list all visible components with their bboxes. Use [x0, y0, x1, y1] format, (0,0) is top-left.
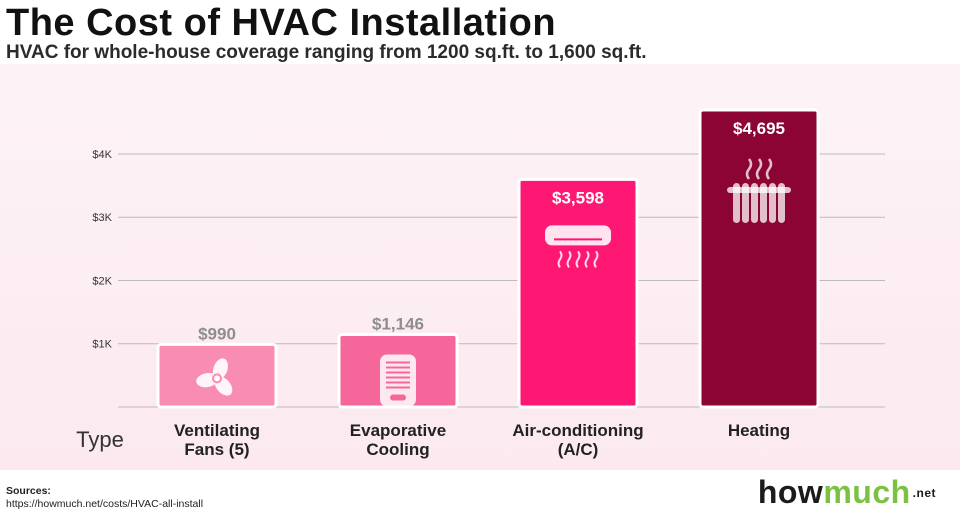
airflow-line	[584, 250, 590, 268]
logo-much: much	[823, 474, 911, 510]
radiator-fin	[760, 183, 767, 223]
y-tick-label: $2K	[92, 275, 112, 287]
x-tick-label-line: Fans (5)	[184, 440, 249, 459]
heat-wave	[755, 158, 763, 180]
x-axis-title: Type	[76, 427, 124, 452]
x-axis-labels: Ventilating Fans (5) Evaporative Cooling Air…	[174, 421, 790, 459]
y-tick-label: $4K	[92, 149, 112, 161]
x-tick-label: Evaporative Cooling	[350, 421, 446, 459]
x-tick-label: Ventilating Fans (5)	[174, 421, 260, 459]
radiator-fin	[778, 183, 785, 223]
air-conditioner-icon	[545, 225, 611, 268]
x-tick-label-line: Heating	[728, 421, 790, 440]
source-link[interactable]: https://howmuch.net/costs/HVAC-all-insta…	[6, 498, 204, 510]
logo-net: .net	[912, 486, 936, 500]
radiator-fin	[769, 183, 776, 223]
x-tick-label-line: Ventilating	[174, 421, 260, 440]
chart-subtitle: HVAC for whole-house coverage ranging fr…	[6, 42, 647, 63]
radiator-fin	[742, 183, 749, 223]
sources: Sources: https://howmuch.net/costs/HVAC-…	[6, 485, 203, 511]
radiator-icon	[727, 158, 791, 223]
airflow-line	[557, 250, 563, 268]
value-label: $3,598	[552, 188, 604, 207]
heat-wave	[745, 158, 753, 180]
x-tick-label-line: Air-conditioning	[512, 421, 643, 440]
sources-label: Sources:	[6, 485, 51, 497]
bar-4	[698, 108, 820, 409]
y-tick-label: $3K	[92, 212, 112, 224]
radiator-fin	[733, 183, 740, 223]
airflow-line	[575, 250, 581, 268]
value-label: $1,146	[372, 315, 424, 334]
howmuch-logo[interactable]: howmuch .net	[758, 474, 936, 511]
y-axis-ticks: $1K $2K $3K $4K	[92, 149, 112, 351]
x-tick-label-line: (A/C)	[558, 440, 599, 459]
bars: $990 $1,146 $3,598 $4,695	[156, 108, 820, 409]
fan-icon	[196, 358, 233, 396]
bar-3	[517, 177, 639, 409]
bar-chart: $1K $2K $3K $4K $990 $1,146 $3,598 $4,695 Vent…	[76, 108, 885, 459]
cooler-panel	[390, 394, 406, 401]
x-tick-label: Heating	[728, 421, 790, 440]
evaporative-cooler-icon	[380, 354, 416, 407]
heat-wave	[765, 158, 773, 180]
chart-title: The Cost of HVAC Installation	[6, 2, 557, 44]
radiator-fin	[751, 183, 758, 223]
airflow-line	[593, 250, 599, 268]
value-label: $990	[198, 324, 236, 343]
x-tick-label-line: Evaporative	[350, 421, 446, 440]
ac-unit	[545, 225, 611, 246]
fan-hub	[212, 373, 222, 384]
x-tick-label-line: Cooling	[366, 440, 429, 459]
x-tick-label: Air-conditioning (A/C)	[512, 421, 643, 459]
airflow-line	[566, 250, 572, 268]
y-tick-label: $1K	[92, 339, 112, 351]
value-label: $4,695	[733, 119, 785, 138]
logo-how: how	[757, 474, 824, 510]
